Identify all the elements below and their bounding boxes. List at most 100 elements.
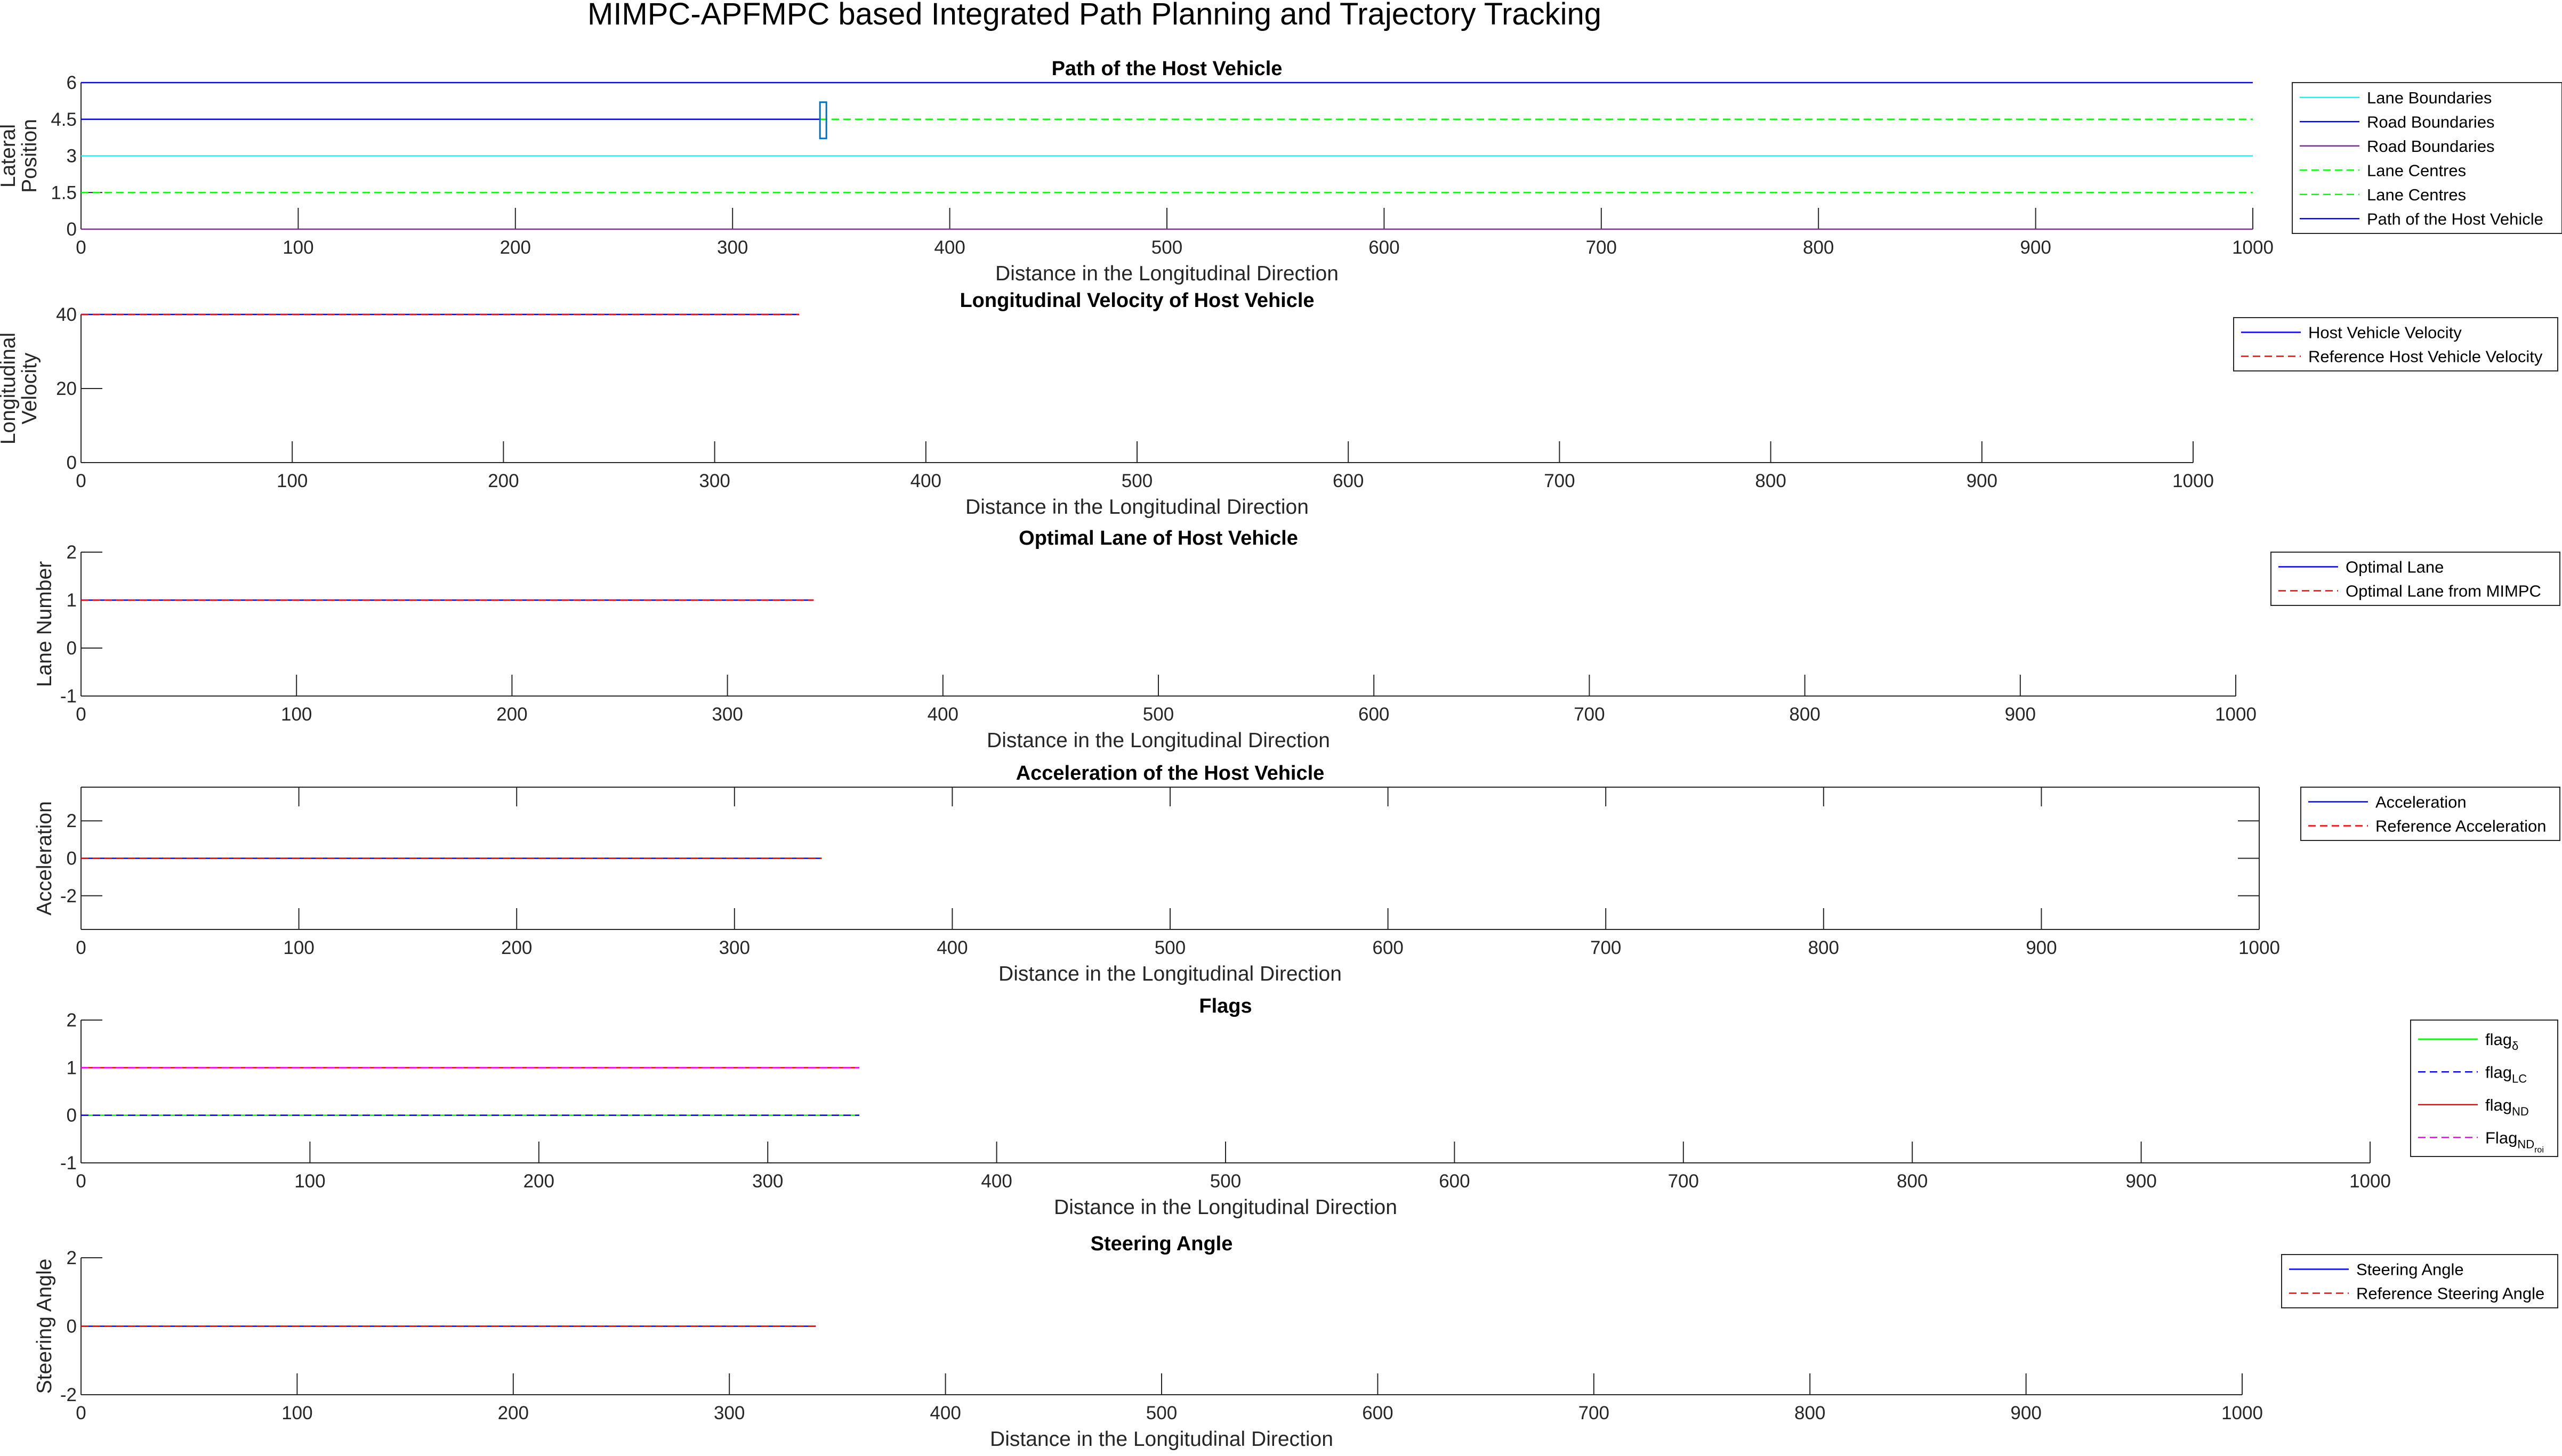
x-tick-label: 200 [488,471,519,491]
x-tick-label: 400 [928,704,958,725]
x-tick-label: 700 [1574,704,1605,725]
y-tick-label: 1 [67,590,77,611]
y-axis-title: Lateral [0,124,20,188]
y-tick-label: 0 [67,452,77,473]
x-tick-label: 1000 [2238,937,2280,958]
x-tick-label: 900 [2005,704,2036,725]
y-tick-label: 2 [67,542,77,563]
x-tick-label: 200 [523,1171,554,1192]
legend-label-subsubscript: roi [2534,1145,2544,1154]
x-tick-label: 800 [1789,704,1820,725]
x-tick-label: 400 [911,471,941,491]
x-tick-label: 400 [981,1171,1012,1192]
y-tick-label: 2 [67,1248,77,1268]
legend-label-subscript: ND [2517,1137,2534,1151]
y-tick-label: 0 [67,848,77,869]
y-tick-label: 20 [56,378,77,399]
legend: Host Vehicle Velocity Reference Host Vehi… [2233,317,2558,371]
x-tick-label: 0 [76,471,86,491]
y-tick-label: 2 [67,1010,77,1031]
y-tick-label: -1 [60,1153,77,1174]
x-tick-label: 400 [937,937,968,958]
y-tick-label: 1 [67,1057,77,1078]
x-tick-label: 100 [281,704,312,725]
y-axis-title: Steering Angle [33,1259,56,1394]
x-tick-label: 0 [76,1171,86,1192]
x-tick-label: 100 [283,937,314,958]
x-tick-label: 800 [1755,471,1786,491]
x-tick-label: 200 [496,704,527,725]
x-tick-label: 800 [1803,237,1834,258]
y-tick-label: -2 [60,1385,77,1405]
x-tick-label: 0 [76,1403,86,1423]
x-axis-title: Distance in the Longitudinal Direction [990,1428,1333,1451]
x-tick-label: 0 [76,704,86,725]
x-tick-label: 1000 [2215,704,2257,725]
x-tick-label: 500 [1122,471,1153,491]
x-tick-label: 800 [1794,1403,1825,1423]
y-axis-title: Velocity [18,352,41,424]
plot-title: Longitudinal Velocity of Host Vehicle [960,289,1314,312]
figure-title: MIMPC-APFMPC based Integrated Path Plann… [587,0,1601,31]
legend-label: Acceleration [2375,793,2467,812]
x-tick-label: 1000 [2172,471,2214,491]
y-tick-label: -2 [60,886,77,907]
x-tick-label: 700 [1668,1171,1699,1192]
x-tick-label: 400 [930,1403,961,1423]
legend-label: Steering Angle [2356,1260,2464,1279]
x-tick-label: 500 [1155,937,1186,958]
x-tick-label: 300 [719,937,750,958]
y-tick-label: 40 [56,304,77,325]
x-axis-title: Distance in the Longitudinal Direction [1054,1196,1397,1219]
legend-label-subscript: ND [2512,1105,2529,1118]
y-axis-title: Acceleration [33,801,56,916]
x-tick-label: 900 [1967,471,1997,491]
x-tick-label: 200 [501,937,532,958]
y-tick-label: -1 [60,686,77,707]
x-tick-label: 0 [76,237,86,258]
x-tick-label: 100 [283,237,313,258]
legend-label: Reference Acceleration [2375,817,2547,836]
x-tick-label: 600 [1368,237,1399,258]
x-tick-label: 100 [281,1403,312,1423]
legend-label: Lane Boundaries [2367,88,2492,107]
plot-title: Flags [1199,995,1252,1017]
legend-box [2281,1254,2558,1308]
x-tick-label: 200 [500,237,531,258]
y-tick-label: 4.5 [51,109,77,130]
x-tick-label: 700 [1590,937,1621,958]
legend-label-subscript: δ [2512,1039,2518,1053]
y-tick-label: 3 [67,146,77,167]
x-axis-title: Distance in the Longitudinal Direction [995,262,1339,285]
legend-label: Path of the Host Vehicle [2367,209,2543,228]
x-tick-label: 600 [1358,704,1389,725]
panel-2: Longitudinal Velocity of Host Vehicle 0 10… [0,289,2558,519]
legend-box [2292,82,2562,234]
y-tick-label: 6 [67,72,77,93]
x-tick-label: 600 [1439,1171,1470,1192]
x-tick-label: 600 [1333,471,1364,491]
x-tick-label: 900 [2026,937,2057,958]
legend-box [2410,1020,2558,1157]
y-axis-title: Position [18,119,41,193]
legend-label: Road Boundaries [2367,137,2495,156]
panel-1: Path of the Host Vehicle 0 100 200 300 400 500… [0,58,2562,285]
x-tick-label: 300 [699,471,730,491]
legend-box [2233,317,2558,371]
y-tick-label: 0 [67,1316,77,1337]
x-tick-label: 900 [2020,237,2051,258]
x-axis-title: Distance in the Longitudinal Direction [965,496,1309,519]
y-tick-label: 1.5 [51,182,77,203]
legend-label: Lane Centres [2367,185,2466,204]
y-tick-label: 0 [67,1105,77,1126]
y-tick-label: 0 [67,219,77,240]
x-tick-label: 1000 [2221,1403,2263,1423]
legend-box [2300,787,2560,841]
x-axis-title: Distance in the Longitudinal Direction [998,962,1342,985]
x-tick-label: 500 [1143,704,1174,725]
